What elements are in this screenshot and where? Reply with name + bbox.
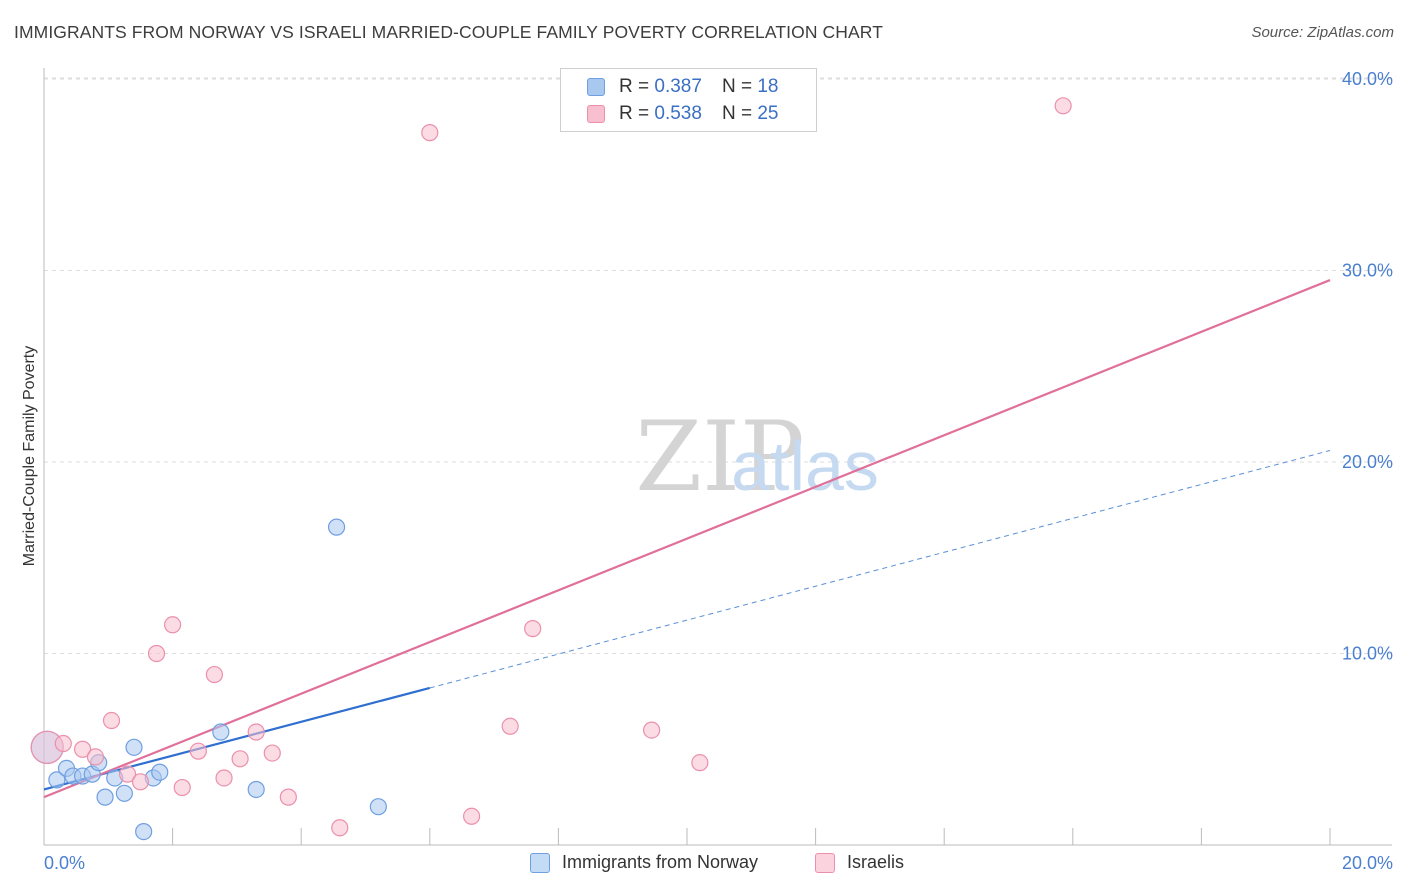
chart-title: IMMIGRANTS FROM NORWAY VS ISRAELI MARRIE… bbox=[14, 22, 883, 42]
point-israelis bbox=[189, 742, 207, 760]
bottom-legend-label-israelis: Israelis bbox=[847, 852, 905, 872]
point-israelis bbox=[173, 778, 191, 797]
legend-n-label: N = bbox=[721, 76, 753, 97]
legend-r-value: 0.387 bbox=[654, 76, 702, 97]
point-israelis bbox=[421, 124, 439, 142]
y-tick-label: 10.0% bbox=[1342, 644, 1393, 664]
points bbox=[30, 97, 1072, 841]
legend-n-value: 25 bbox=[757, 103, 779, 124]
trendline-norway-extension bbox=[429, 450, 1331, 689]
point-israelis bbox=[73, 740, 92, 758]
point-israelis bbox=[263, 744, 281, 762]
point-norway bbox=[151, 763, 169, 781]
point-norway bbox=[125, 738, 143, 756]
point-norway bbox=[369, 798, 387, 816]
legend-r-value: 0.538 bbox=[654, 103, 702, 124]
point-israelis bbox=[231, 750, 249, 768]
legend-r-label: R = bbox=[619, 103, 650, 124]
tick-labels: 10.0% 20.0% 30.0% 40.0% 0.0% 20.0% bbox=[44, 69, 1393, 873]
point-israelis bbox=[524, 620, 542, 638]
point-israelis bbox=[247, 723, 265, 741]
source-label: Source: ZipAtlas.com bbox=[1251, 24, 1394, 41]
point-norway bbox=[48, 771, 66, 789]
legend-n-label: N = bbox=[721, 103, 753, 124]
point-norway bbox=[247, 780, 265, 799]
point-norway bbox=[212, 723, 230, 741]
point-israelis bbox=[164, 616, 182, 634]
point-israelis bbox=[279, 788, 297, 806]
bottom-legend-label-norway: Immigrants from Norway bbox=[562, 852, 759, 872]
point-israelis bbox=[205, 665, 223, 684]
trendline-israelis bbox=[43, 279, 1331, 799]
point-norway bbox=[135, 822, 153, 841]
legend-r-label: R = bbox=[619, 76, 650, 97]
point-israelis bbox=[147, 644, 166, 663]
bottom-legend-swatch-israelis bbox=[815, 852, 835, 873]
point-israelis bbox=[462, 807, 481, 825]
point-israelis bbox=[501, 717, 519, 735]
point-israelis bbox=[331, 819, 349, 837]
watermark-atlas: atlas bbox=[731, 427, 879, 505]
point-norway bbox=[115, 784, 133, 802]
legend-row-norway: R = 0.387 N = 18 bbox=[587, 75, 778, 99]
x-tick-label: 0.0% bbox=[44, 853, 85, 873]
bottom-legend-norway: Immigrants from Norway bbox=[530, 852, 758, 873]
point-norway bbox=[96, 788, 114, 806]
bottom-legend-swatch-norway bbox=[530, 852, 550, 873]
point-israelis bbox=[215, 769, 233, 787]
point-israelis bbox=[131, 773, 150, 791]
legend: R = 0.387 N = 18 R = 0.538 N = 25 bbox=[560, 68, 817, 132]
y-tick-label: 40.0% bbox=[1342, 69, 1393, 89]
point-israelis bbox=[54, 734, 72, 753]
legend-n-value: 18 bbox=[757, 76, 779, 97]
trendlines bbox=[43, 279, 1331, 799]
bottom-legend-israelis: Israelis bbox=[815, 852, 904, 873]
point-israelis bbox=[643, 721, 661, 739]
point-israelis bbox=[86, 748, 105, 766]
legend-swatch-israelis bbox=[587, 105, 605, 123]
point-israelis bbox=[691, 754, 709, 772]
legend-row-israelis: R = 0.538 N = 25 bbox=[587, 102, 778, 126]
legend-swatch-norway bbox=[587, 78, 605, 96]
grid bbox=[44, 77, 1392, 654]
y-tick-label: 20.0% bbox=[1342, 452, 1393, 472]
point-israelis bbox=[102, 711, 121, 730]
x-tick-label: 20.0% bbox=[1342, 853, 1393, 873]
point-israelis bbox=[118, 765, 137, 783]
y-tick-label: 30.0% bbox=[1342, 261, 1393, 281]
axes bbox=[43, 68, 1392, 846]
point-israelis bbox=[1054, 97, 1072, 115]
point-norway bbox=[327, 518, 346, 536]
watermark-zip: ZIP bbox=[635, 401, 804, 513]
